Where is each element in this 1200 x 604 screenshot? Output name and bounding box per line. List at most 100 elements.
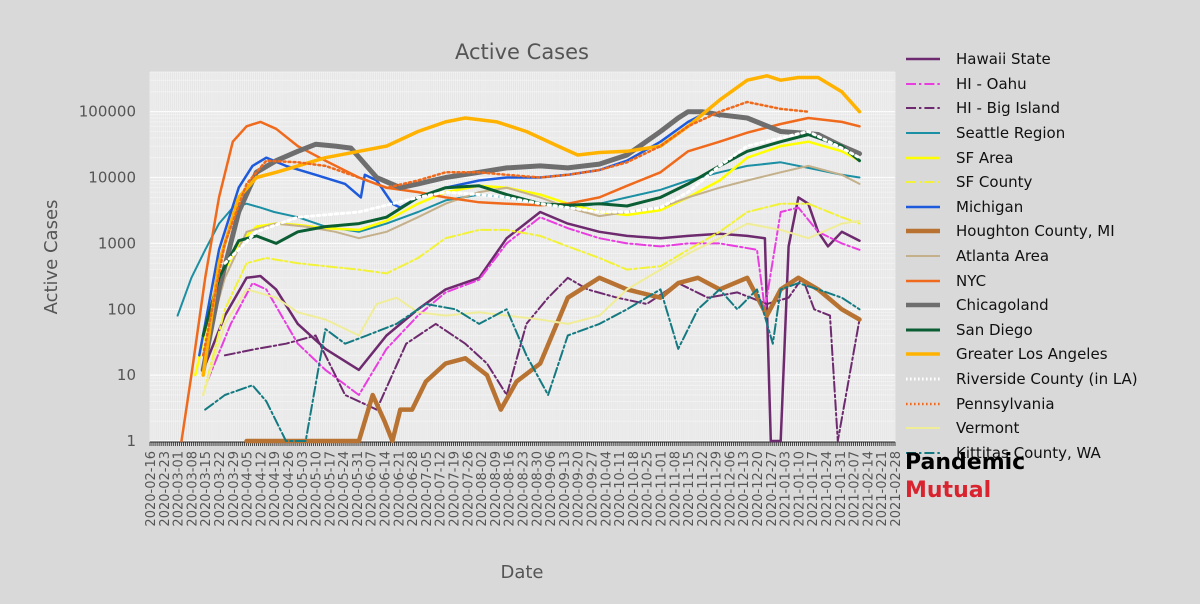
series-line [202, 164, 861, 357]
legend-label: Pennsylvania [956, 394, 1055, 413]
series-line [201, 100, 810, 357]
x-tick-label: 2021-01-10 [792, 451, 807, 527]
x-tick-label: 2020-12-13 [737, 451, 752, 527]
x-tick-label: 2020-10-11 [613, 451, 628, 527]
legend-swatch [906, 58, 940, 61]
x-tick-label: 2020-09-20 [572, 451, 587, 527]
brand-pandemic: Pandemic [905, 450, 1026, 475]
legend-item: Riverside County (in LA) [905, 367, 1195, 392]
x-axis: 2020-02-162020-02-232020-03-012020-03-08… [144, 441, 904, 527]
x-tick-label: 2020-12-20 [751, 451, 766, 527]
series-lines [176, 74, 862, 444]
legend-swatch [906, 156, 940, 159]
legend-swatch [906, 377, 940, 381]
x-tick-label: 2021-01-03 [779, 451, 794, 527]
series-line [201, 196, 861, 443]
series-line [206, 206, 861, 396]
legend-label: Kittitas County, WA [956, 443, 1101, 462]
legend-item: Michigan [905, 195, 1195, 220]
legend-label: San Diego [956, 320, 1033, 339]
x-tick-label: 2020-11-29 [710, 451, 725, 527]
legend-item: Kittitas County, WA [905, 441, 1195, 466]
y-tick-label: 10000 [88, 169, 136, 187]
series-line [223, 130, 861, 265]
x-tick-label: 2020-04-12 [254, 451, 269, 527]
x-tick-label: 2020-03-01 [172, 451, 187, 527]
x-tick-label: 2020-06-21 [392, 451, 407, 527]
legend-swatch [906, 82, 940, 85]
x-tick-label: 2020-09-06 [544, 451, 559, 527]
x-tick-label: 2020-02-23 [158, 451, 173, 527]
legend-label: Chicagoland [956, 296, 1049, 315]
x-tick-label: 2020-11-08 [668, 451, 683, 527]
x-tick-label: 2020-03-22 [213, 451, 228, 527]
series-line [204, 282, 861, 442]
x-tick-label: 2020-05-03 [296, 451, 311, 527]
x-tick-label: 2020-06-07 [365, 451, 380, 527]
series-line [200, 109, 862, 373]
x-tick-label: 2020-04-19 [268, 451, 283, 527]
x-tick-label: 2021-02-28 [889, 451, 904, 527]
x-tick-label: 2020-03-15 [199, 451, 214, 527]
legend-item: SF County [905, 170, 1195, 195]
x-tick-label: 2020-08-16 [503, 451, 518, 527]
x-tick-label: 2020-09-27 [585, 451, 600, 527]
x-tick-label: 2020-07-26 [461, 451, 476, 527]
legend-item: Hawaii State [905, 47, 1195, 72]
series-line [201, 74, 862, 377]
x-tick-label: 2020-05-24 [337, 451, 352, 527]
legend-label: Houghton County, MI [956, 222, 1115, 241]
x-tick-label: 2020-08-02 [475, 451, 490, 527]
y-tick-label: 100000 [79, 103, 136, 121]
series-line [223, 276, 861, 442]
x-tick-label: 2020-10-25 [641, 451, 656, 527]
x-tick-label: 2020-05-10 [310, 451, 325, 527]
y-tick-label: 1 [126, 432, 136, 450]
x-tick-label: 2020-11-15 [682, 451, 697, 527]
legend-swatch [906, 302, 940, 308]
x-tick-label: 2020-11-01 [654, 451, 669, 527]
legend-label: HI - Oahu [956, 74, 1027, 93]
x-tick-label: 2020-10-18 [627, 451, 642, 527]
legend-label: Michigan [956, 197, 1024, 216]
x-tick-label: 2021-02-21 [875, 451, 890, 527]
legend-item: HI - Big Island [905, 96, 1195, 121]
series-line [202, 219, 861, 396]
legend-label: HI - Big Island [956, 99, 1061, 118]
legend-swatch [906, 205, 940, 209]
x-tick-label: 2020-12-27 [765, 451, 780, 527]
legend-label: Greater Los Angeles [956, 345, 1108, 364]
legend-swatch [906, 132, 940, 135]
x-tick-label: 2020-08-23 [517, 451, 532, 527]
x-tick-label: 2020-04-26 [282, 451, 297, 527]
series-line [244, 275, 862, 444]
legend-swatch [906, 352, 940, 357]
x-tick-label: 2020-03-29 [227, 451, 242, 527]
x-tick-label: 2020-05-31 [351, 451, 366, 527]
legend-item: Atlanta Area [905, 244, 1195, 269]
y-axis: 1 10 100 1000 10000 100000 [79, 103, 136, 450]
y-tick-label: 10 [117, 366, 136, 384]
legend-item: Greater Los Angeles [905, 342, 1195, 367]
y-tick-label: 1000 [98, 234, 136, 252]
legend-swatch [906, 328, 940, 332]
legend-label: NYC [956, 271, 987, 290]
brand-mutual: Mutual [905, 478, 992, 503]
legend-swatch [906, 255, 940, 258]
legend-swatch [906, 181, 940, 184]
legend-item: San Diego [905, 318, 1195, 343]
x-tick-label: 2021-02-14 [861, 451, 876, 527]
legend: Hawaii State HI - Oahu HI - Big Island Seat… [905, 47, 1195, 465]
series-line [201, 133, 861, 337]
x-tick-label: 2020-10-04 [599, 451, 614, 527]
legend-label: SF Area [956, 148, 1014, 167]
x-tick-label: 2020-02-16 [144, 451, 159, 527]
legend-swatch [906, 229, 940, 234]
legend-swatch [906, 279, 940, 282]
legend-item: SF Area [905, 145, 1195, 170]
x-tick-label: 2021-01-24 [820, 451, 835, 527]
x-tick-label: 2020-12-06 [723, 451, 738, 527]
legend-label: Atlanta Area [956, 247, 1050, 266]
